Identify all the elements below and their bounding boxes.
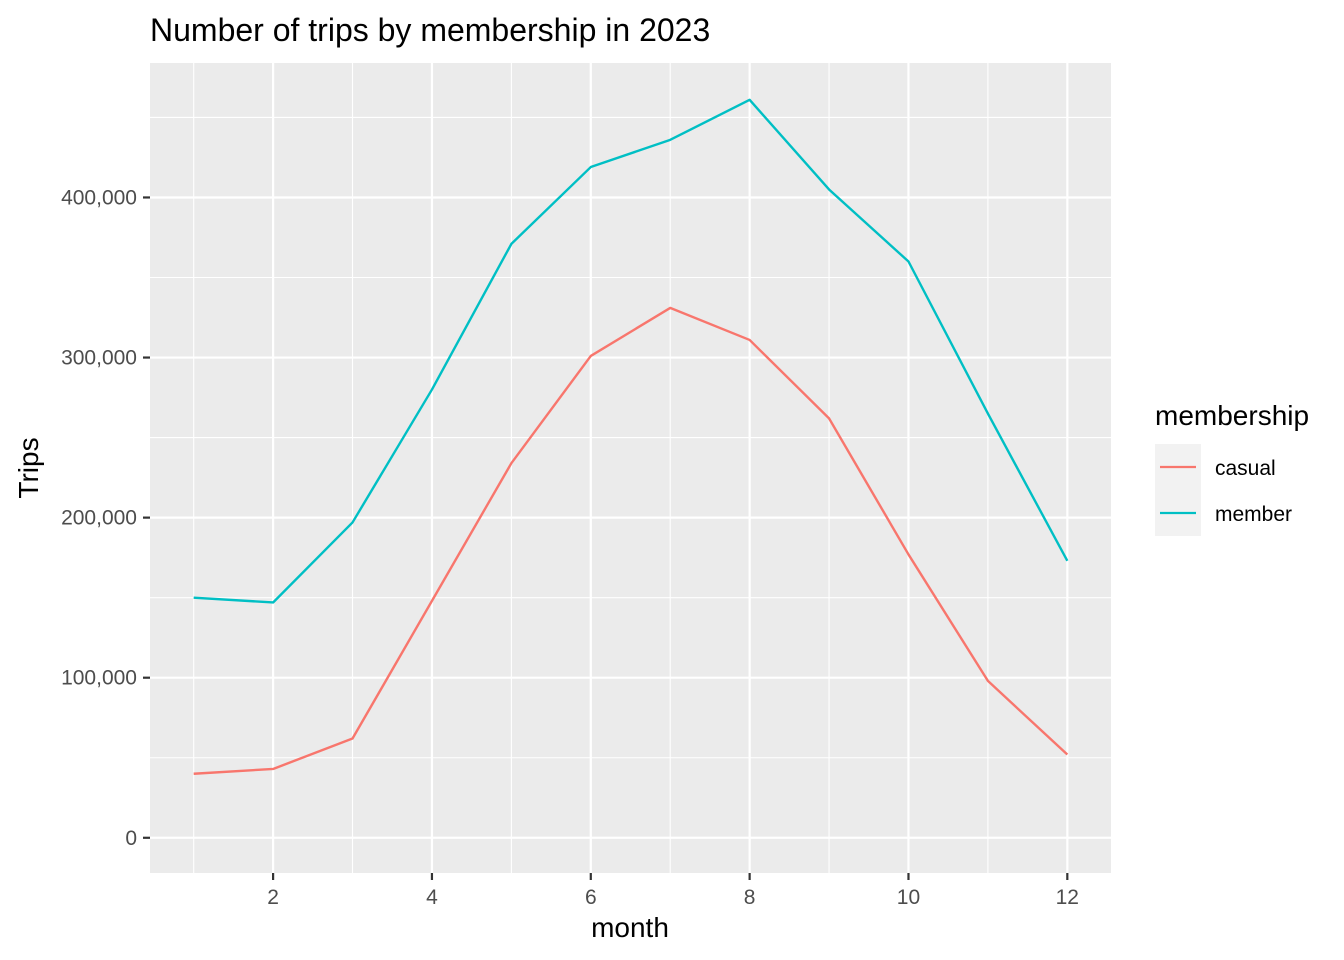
- series-line-member: [193, 98, 1069, 604]
- y-tick-label: 400,000: [61, 186, 137, 209]
- x-axis-title: month: [591, 912, 669, 943]
- x-tick-label: 4: [426, 886, 438, 909]
- legend-label-member: member: [1215, 503, 1292, 526]
- x-tick-label: 10: [897, 886, 920, 909]
- series-line-casual: [193, 306, 1069, 775]
- legend: membership casual member: [1155, 400, 1309, 536]
- legend-title: membership: [1155, 400, 1309, 431]
- y-axis-title: Trips: [13, 437, 44, 498]
- y-tick-label: 300,000: [61, 347, 137, 370]
- x-tick-label: 6: [585, 886, 597, 909]
- plot-panel: [150, 63, 1111, 873]
- x-axis: 2 4 6 8 10 12: [267, 873, 1079, 909]
- y-tick-label: 200,000: [61, 507, 137, 530]
- legend-label-casual: casual: [1215, 457, 1276, 480]
- major-gridlines: [150, 63, 1111, 873]
- x-tick-label: 2: [267, 886, 279, 909]
- chart-title: Number of trips by membership in 2023: [150, 12, 710, 48]
- y-tick-label: 100,000: [61, 667, 137, 690]
- x-tick-label: 8: [744, 886, 756, 909]
- x-tick-label: 12: [1056, 886, 1079, 909]
- series-lines: [193, 98, 1069, 775]
- y-axis: 0 100,000 200,000 300,000 400,000: [61, 186, 150, 850]
- y-tick-label: 0: [125, 827, 137, 850]
